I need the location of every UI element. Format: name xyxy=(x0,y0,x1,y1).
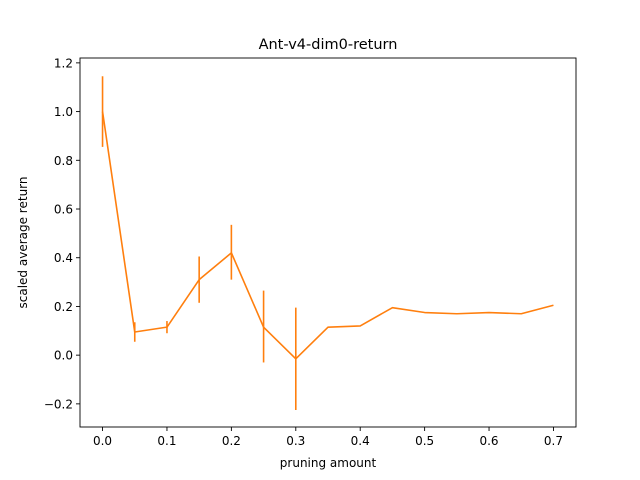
x-tick-label: 0.7 xyxy=(544,434,563,448)
series-line xyxy=(101,111,554,360)
y-tick-label: 1.2 xyxy=(54,56,73,70)
y-tick-label: 0.0 xyxy=(54,349,73,363)
y-tick-label: 0.4 xyxy=(54,251,73,265)
x-axis-label: pruning amount xyxy=(280,456,377,470)
plot-frame xyxy=(79,57,577,428)
y-tick-label: 0.8 xyxy=(54,154,73,168)
x-tick-label: 0.5 xyxy=(415,434,434,448)
series-layer xyxy=(101,76,554,410)
chart-title: Ant-v4-dim0-return xyxy=(259,37,398,53)
x-tick-label: 0.6 xyxy=(479,434,498,448)
x-axis: 0.0 0.1 0.2 0.3 0.4 0.5 0.6 0.7 xyxy=(93,427,563,448)
x-tick-label: 0.1 xyxy=(157,434,176,448)
x-tick-label: 0.2 xyxy=(222,434,241,448)
x-tick-label: 0.4 xyxy=(351,434,370,448)
plot-area xyxy=(80,58,576,427)
y-tick-label: −0.2 xyxy=(44,397,73,411)
x-tick-label: 0.0 xyxy=(93,434,112,448)
y-tick-label: 0.2 xyxy=(54,300,73,314)
y-tick-label: 0.6 xyxy=(54,203,73,217)
y-axis-label: scaled average return xyxy=(16,177,30,309)
x-tick-label: 0.3 xyxy=(286,434,305,448)
y-tick-label: 1.0 xyxy=(54,105,73,119)
y-axis: −0.2 0.0 0.2 0.4 0.6 0.8 1.0 1.2 xyxy=(44,56,80,411)
